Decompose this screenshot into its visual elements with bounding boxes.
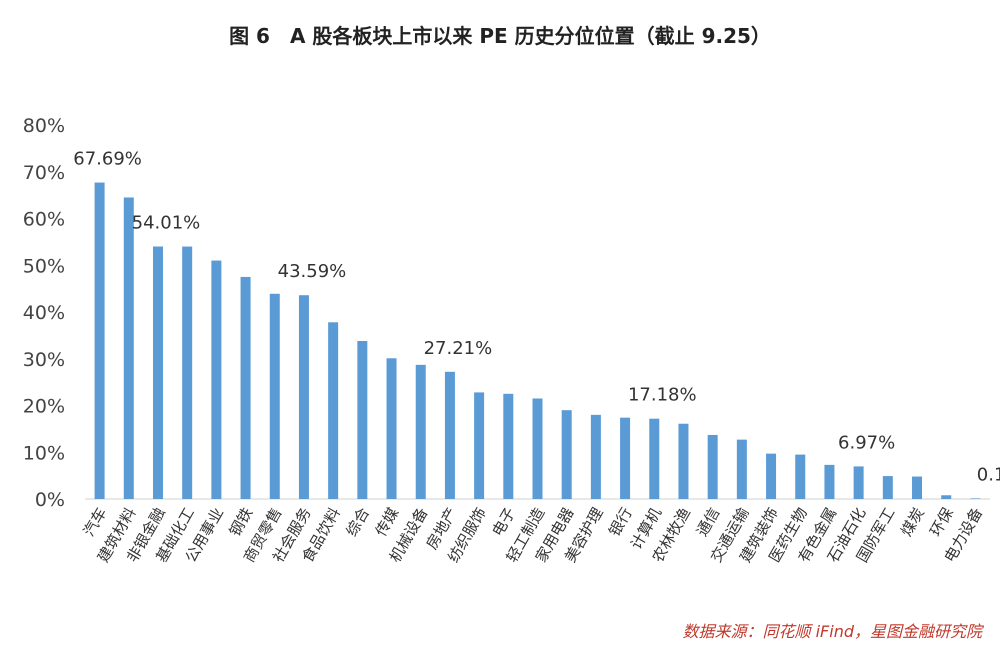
data-label: 17.18%: [628, 385, 697, 406]
bar: [386, 358, 397, 499]
data-label: 6.97%: [838, 432, 895, 453]
y-tick-label: 0%: [35, 489, 65, 511]
data-label: 43.59%: [278, 261, 347, 282]
data-label: 27.21%: [424, 338, 493, 359]
y-tick-label: 60%: [23, 209, 65, 231]
bar: [94, 182, 105, 499]
bar: [620, 417, 631, 499]
y-tick-label: 40%: [23, 302, 65, 324]
data-label: 0.13%: [977, 464, 1000, 485]
bar: [240, 276, 251, 499]
bar: [561, 410, 572, 499]
bar: [298, 295, 309, 499]
bar: [269, 293, 280, 499]
bar: [795, 454, 806, 499]
chart-title: 图 6 A 股各板块上市以来 PE 历史分位位置（截止 9.25）: [229, 24, 771, 48]
bar: [328, 322, 339, 499]
y-tick-label: 20%: [23, 396, 65, 418]
bar: [941, 495, 952, 499]
bar: [882, 476, 893, 499]
bar: [182, 246, 193, 499]
bar: [678, 423, 689, 499]
bar: [824, 464, 835, 499]
bar: [123, 197, 134, 499]
y-tick-label: 70%: [23, 162, 65, 184]
category-label: 综合: [343, 505, 374, 540]
bar: [649, 418, 660, 499]
bar: [912, 476, 923, 499]
y-tick-label: 30%: [23, 349, 65, 371]
bar: [707, 434, 718, 499]
bar: [415, 364, 426, 499]
data-source-note: 数据来源：同花顺 iFind，星图金融研究院: [682, 622, 982, 641]
bar: [766, 453, 777, 499]
bar: [357, 340, 368, 499]
bar: [211, 260, 222, 499]
bar: [970, 498, 981, 499]
data-label: 67.69%: [73, 149, 142, 170]
bar: [532, 398, 543, 499]
bar: [736, 439, 747, 499]
bar: [590, 414, 601, 499]
bar: [853, 466, 864, 499]
bar: [503, 393, 514, 499]
y-tick-label: 80%: [23, 115, 65, 137]
y-tick-label: 50%: [23, 255, 65, 277]
y-tick-label: 10%: [23, 442, 65, 464]
category-label: 煤炭: [897, 505, 928, 540]
bar: [474, 392, 485, 499]
bar: [152, 246, 163, 499]
data-label: 54.01%: [132, 213, 201, 234]
bar: [444, 371, 455, 499]
